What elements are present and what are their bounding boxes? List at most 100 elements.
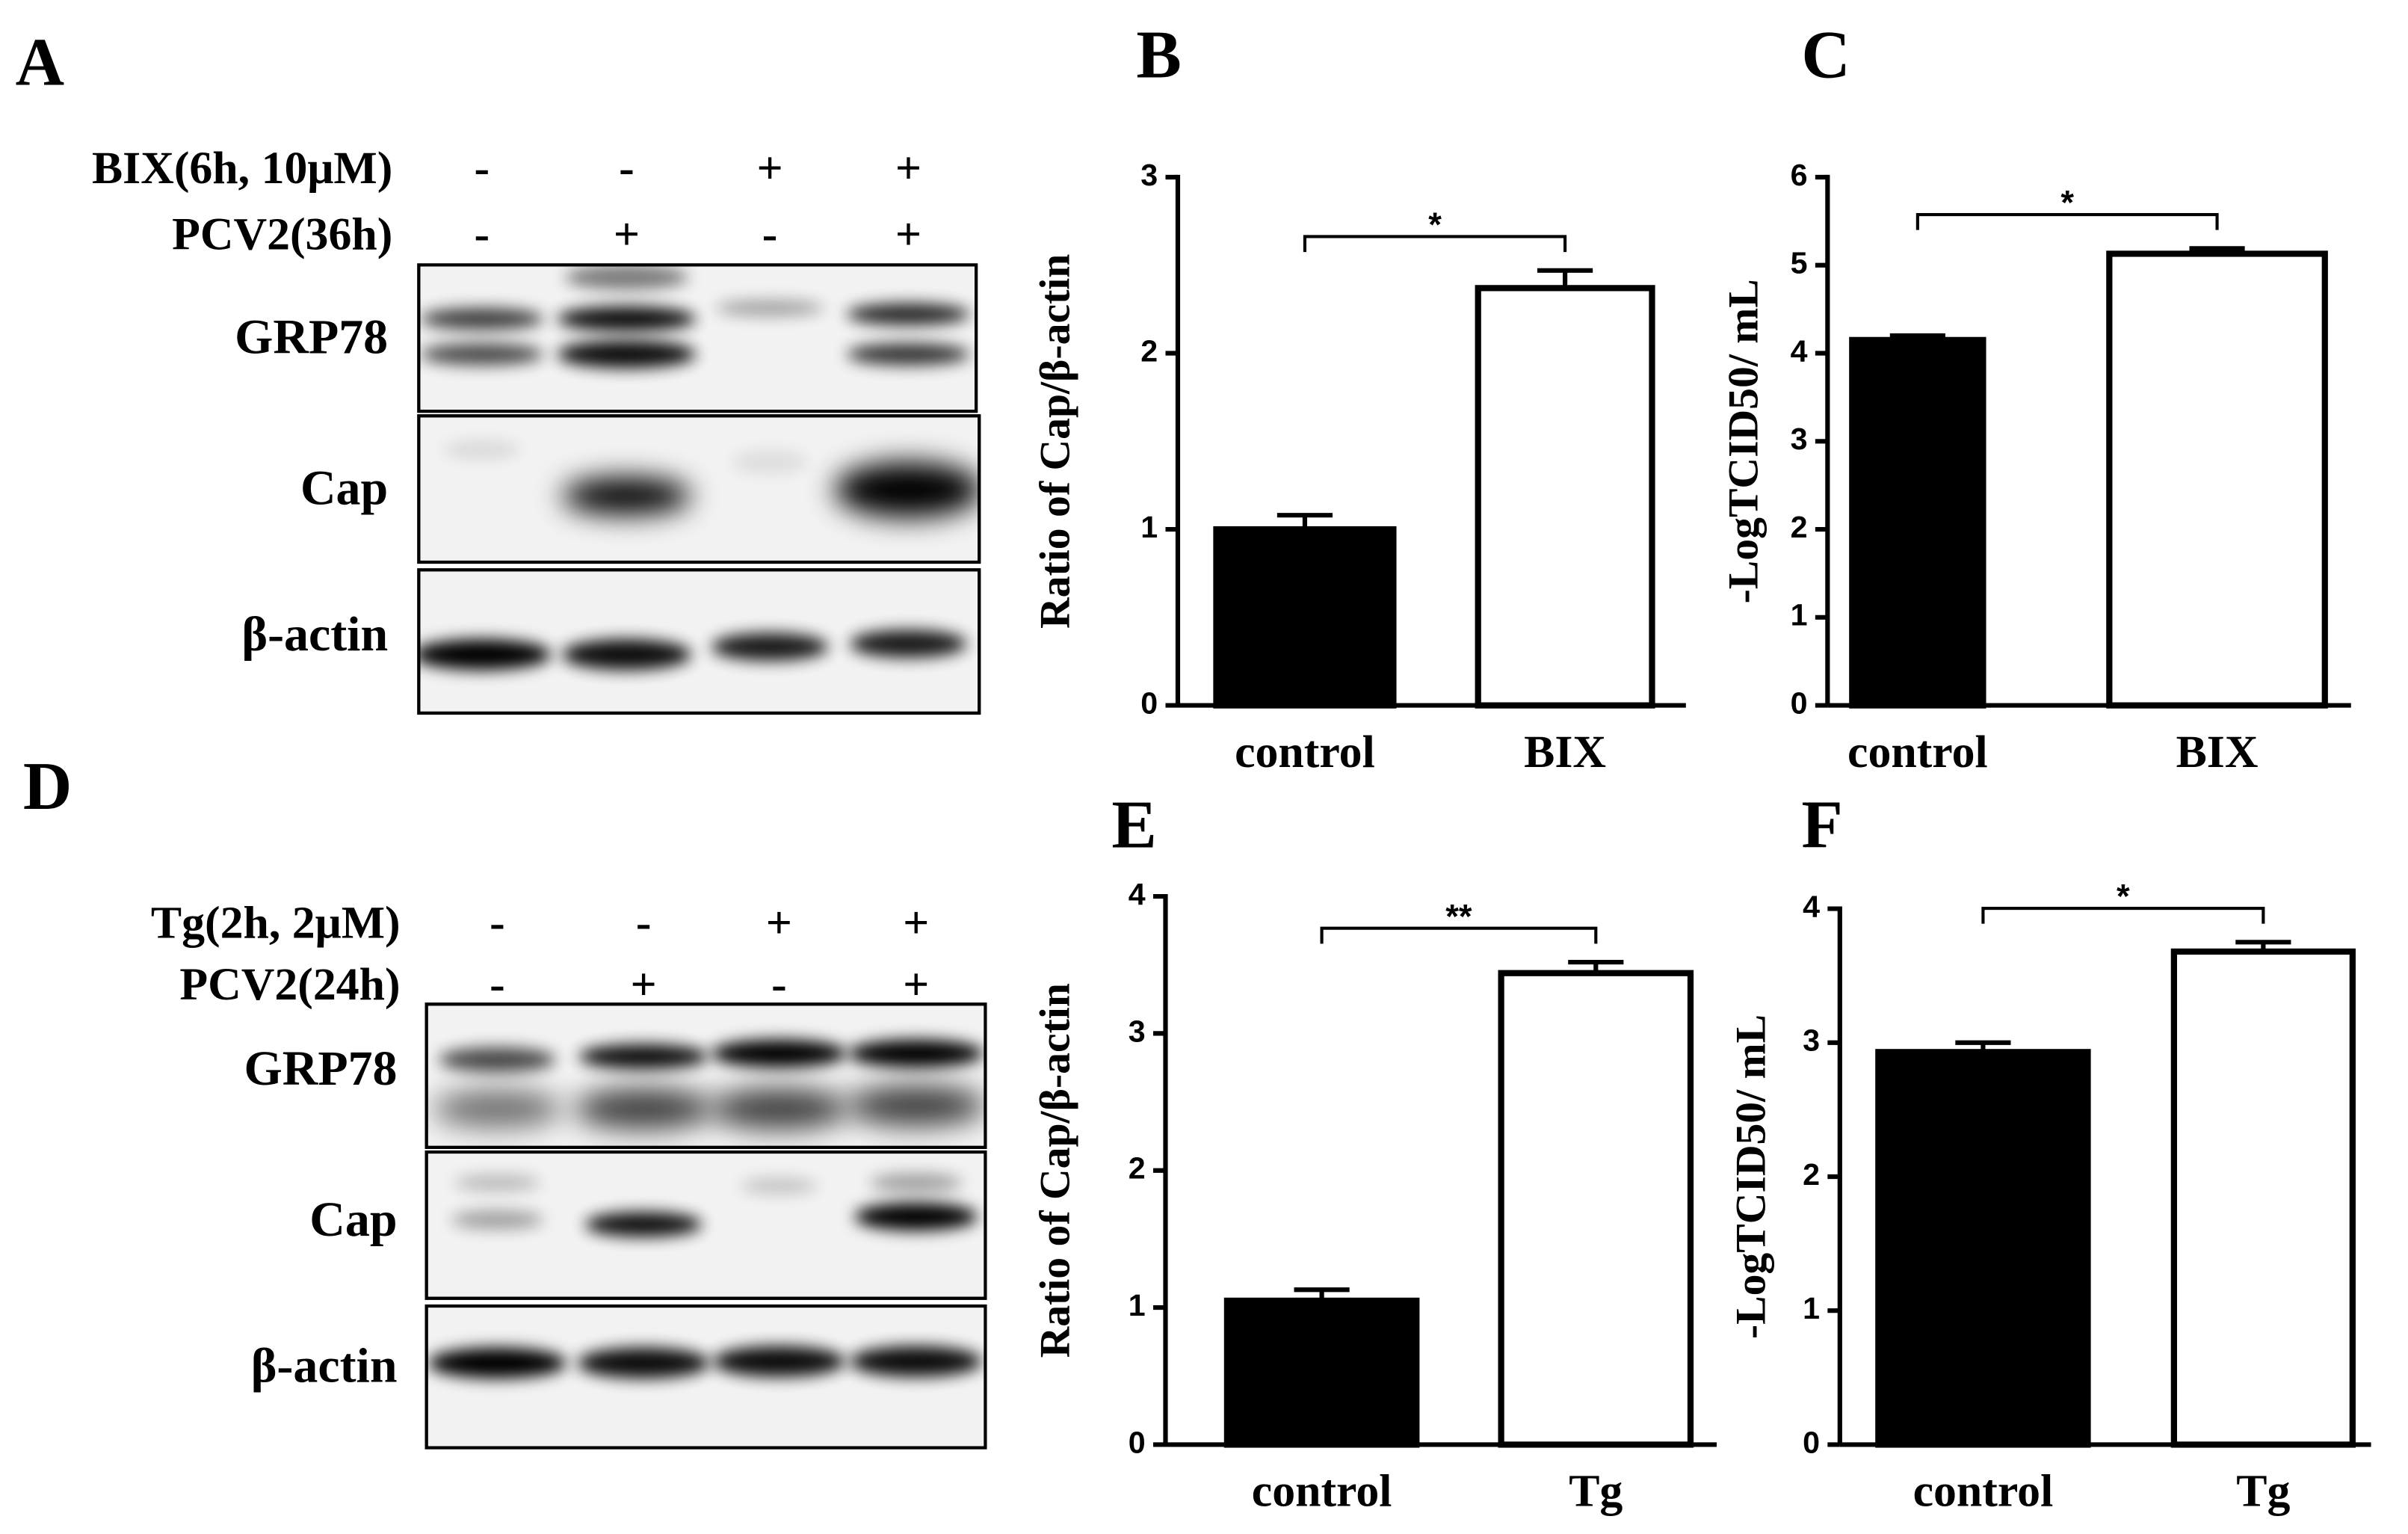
blot-band	[427, 1347, 567, 1379]
significance-bracket	[1320, 926, 1598, 944]
blot-band	[847, 343, 970, 366]
bar	[1213, 526, 1397, 709]
blot-border	[417, 568, 981, 715]
blot-band	[561, 639, 691, 671]
blot-band	[443, 440, 521, 459]
y-tick-label: 0	[1140, 686, 1158, 720]
error-bar	[1568, 959, 1624, 973]
blot-band	[709, 1088, 849, 1130]
bar	[1223, 1297, 1420, 1448]
x-tick-label: control	[1913, 1466, 2054, 1517]
blot-band	[711, 632, 829, 661]
y-tick-label: 4	[1791, 333, 1808, 368]
error-bar	[1276, 513, 1333, 530]
treatment-sign: +	[766, 897, 792, 948]
treatment-sign: -	[490, 897, 505, 948]
treatment-sign: -	[636, 897, 652, 948]
y-tick-label: 0	[1129, 1425, 1146, 1459]
y-tick-label: 1	[1803, 1291, 1820, 1325]
blot-band	[711, 1039, 848, 1068]
blot-band	[454, 1174, 541, 1191]
blot-band	[439, 1047, 556, 1072]
blot-border	[417, 414, 981, 564]
treatment-sign: +	[895, 143, 921, 194]
blot-bands	[427, 1346, 983, 1379]
y-tick-label: 3	[1803, 1023, 1820, 1058]
significance-label: *	[1428, 206, 1442, 244]
row-label: Cap	[309, 1192, 397, 1247]
y-tick-label: 1	[1791, 598, 1808, 632]
treatment-label: BIX(6h, 10μM)	[92, 143, 392, 194]
x-tick-label: Tg	[1569, 1466, 1623, 1517]
blot-band	[432, 1090, 562, 1128]
y-tick-label: 0	[1791, 686, 1808, 720]
panel-label: D	[23, 748, 72, 824]
significance-label: *	[2117, 878, 2130, 916]
significance-label: **	[1445, 897, 1472, 935]
y-tick-label: 2	[1129, 1151, 1146, 1186]
row-label: Cap	[300, 460, 388, 515]
panel-label: E	[1111, 786, 1156, 862]
blot-strip	[417, 414, 981, 564]
blot-band	[731, 449, 809, 475]
treatment-sign: +	[903, 959, 929, 1010]
error-bar	[1537, 268, 1593, 289]
blot-band	[712, 1346, 845, 1377]
treatment-label: Tg(2h, 2μM)	[151, 897, 401, 948]
treatment-label: PCV2(36h)	[172, 209, 392, 260]
blot-strip	[425, 1150, 987, 1300]
blot-band	[419, 639, 552, 671]
blot-band	[850, 1346, 983, 1377]
blot-bands	[432, 1039, 986, 1130]
blot-bands	[419, 629, 967, 671]
y-tick-label: 2	[1791, 510, 1808, 544]
blot-band	[574, 1088, 713, 1130]
y-tick-label: 4	[1803, 889, 1820, 923]
blot-band	[847, 1085, 986, 1127]
blot-strip	[417, 263, 978, 413]
significance-label: *	[2060, 184, 2074, 222]
blot-border	[425, 1304, 987, 1450]
bar	[2170, 948, 2356, 1448]
error-bar	[1889, 333, 1945, 340]
blot-band	[584, 1212, 703, 1237]
treatment-sign: +	[756, 143, 782, 194]
y-tick-label: 2	[1140, 333, 1158, 368]
x-tick-label: control	[1235, 727, 1375, 777]
blot-band	[557, 307, 697, 331]
blot-band	[557, 340, 697, 369]
blot-border	[425, 1002, 987, 1149]
blot-band	[420, 308, 544, 330]
blot-band	[577, 1347, 710, 1379]
row-label: β-actin	[241, 607, 388, 662]
row-label: GRP78	[244, 1041, 397, 1096]
y-tick-label: 0	[1803, 1425, 1820, 1459]
treatment-sign: +	[895, 209, 921, 260]
bar	[1498, 970, 1694, 1448]
y-tick-label: 3	[1140, 158, 1158, 192]
blot-bands	[443, 440, 980, 518]
significance-bracket	[1981, 906, 2265, 924]
blot-band	[847, 303, 970, 325]
y-tick-label: 3	[1791, 422, 1808, 456]
treatment-label: PCV2(24h)	[179, 959, 400, 1010]
y-tick-label: 4	[1129, 877, 1146, 911]
treatment-sign: -	[619, 143, 635, 194]
blot-band	[715, 300, 824, 316]
y-tick-label: 1	[1140, 510, 1158, 544]
treatment-sign: +	[631, 959, 657, 1010]
x-tick-label: Tg	[2236, 1466, 2290, 1517]
y-axis-label: Ratio of Cap/β-actin	[1032, 254, 1079, 629]
blot-band	[451, 1210, 544, 1230]
blot-bands	[451, 1173, 978, 1237]
x-tick-label: control	[1252, 1466, 1392, 1517]
blot-band	[740, 1178, 818, 1194]
blot-band	[578, 1044, 708, 1069]
y-tick-label: 6	[1791, 158, 1808, 192]
error-bar	[2235, 940, 2291, 952]
blot-bands	[420, 265, 970, 369]
y-axis-label: Ratio of Cap/β-actin	[1032, 983, 1079, 1358]
treatment-sign: -	[475, 209, 490, 260]
